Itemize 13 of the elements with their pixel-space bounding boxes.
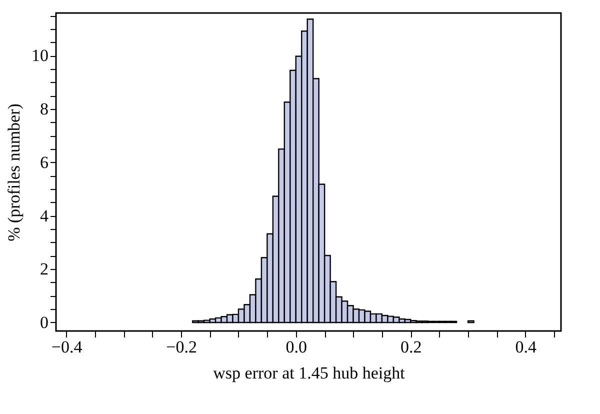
- x-tick-label: −0.4: [51, 338, 83, 356]
- x-axis-title: wsp error at 1.45 hub height: [213, 364, 406, 382]
- y-tick-label: 2: [40, 260, 48, 279]
- x-tick-label: 0.2: [400, 338, 422, 356]
- y-axis-title: % (profiles number): [4, 104, 24, 242]
- x-tick-label: 0.0: [286, 338, 307, 356]
- y-tick-label: 10: [32, 46, 48, 66]
- y-tick-label: 4: [40, 206, 49, 226]
- y-tick-label: 8: [40, 100, 48, 119]
- x-tick-label: 0.4: [515, 338, 538, 356]
- x-tick-label: −0.2: [166, 338, 198, 356]
- y-tick-label: 6: [40, 152, 48, 172]
- y-tick-label: 0: [40, 312, 48, 332]
